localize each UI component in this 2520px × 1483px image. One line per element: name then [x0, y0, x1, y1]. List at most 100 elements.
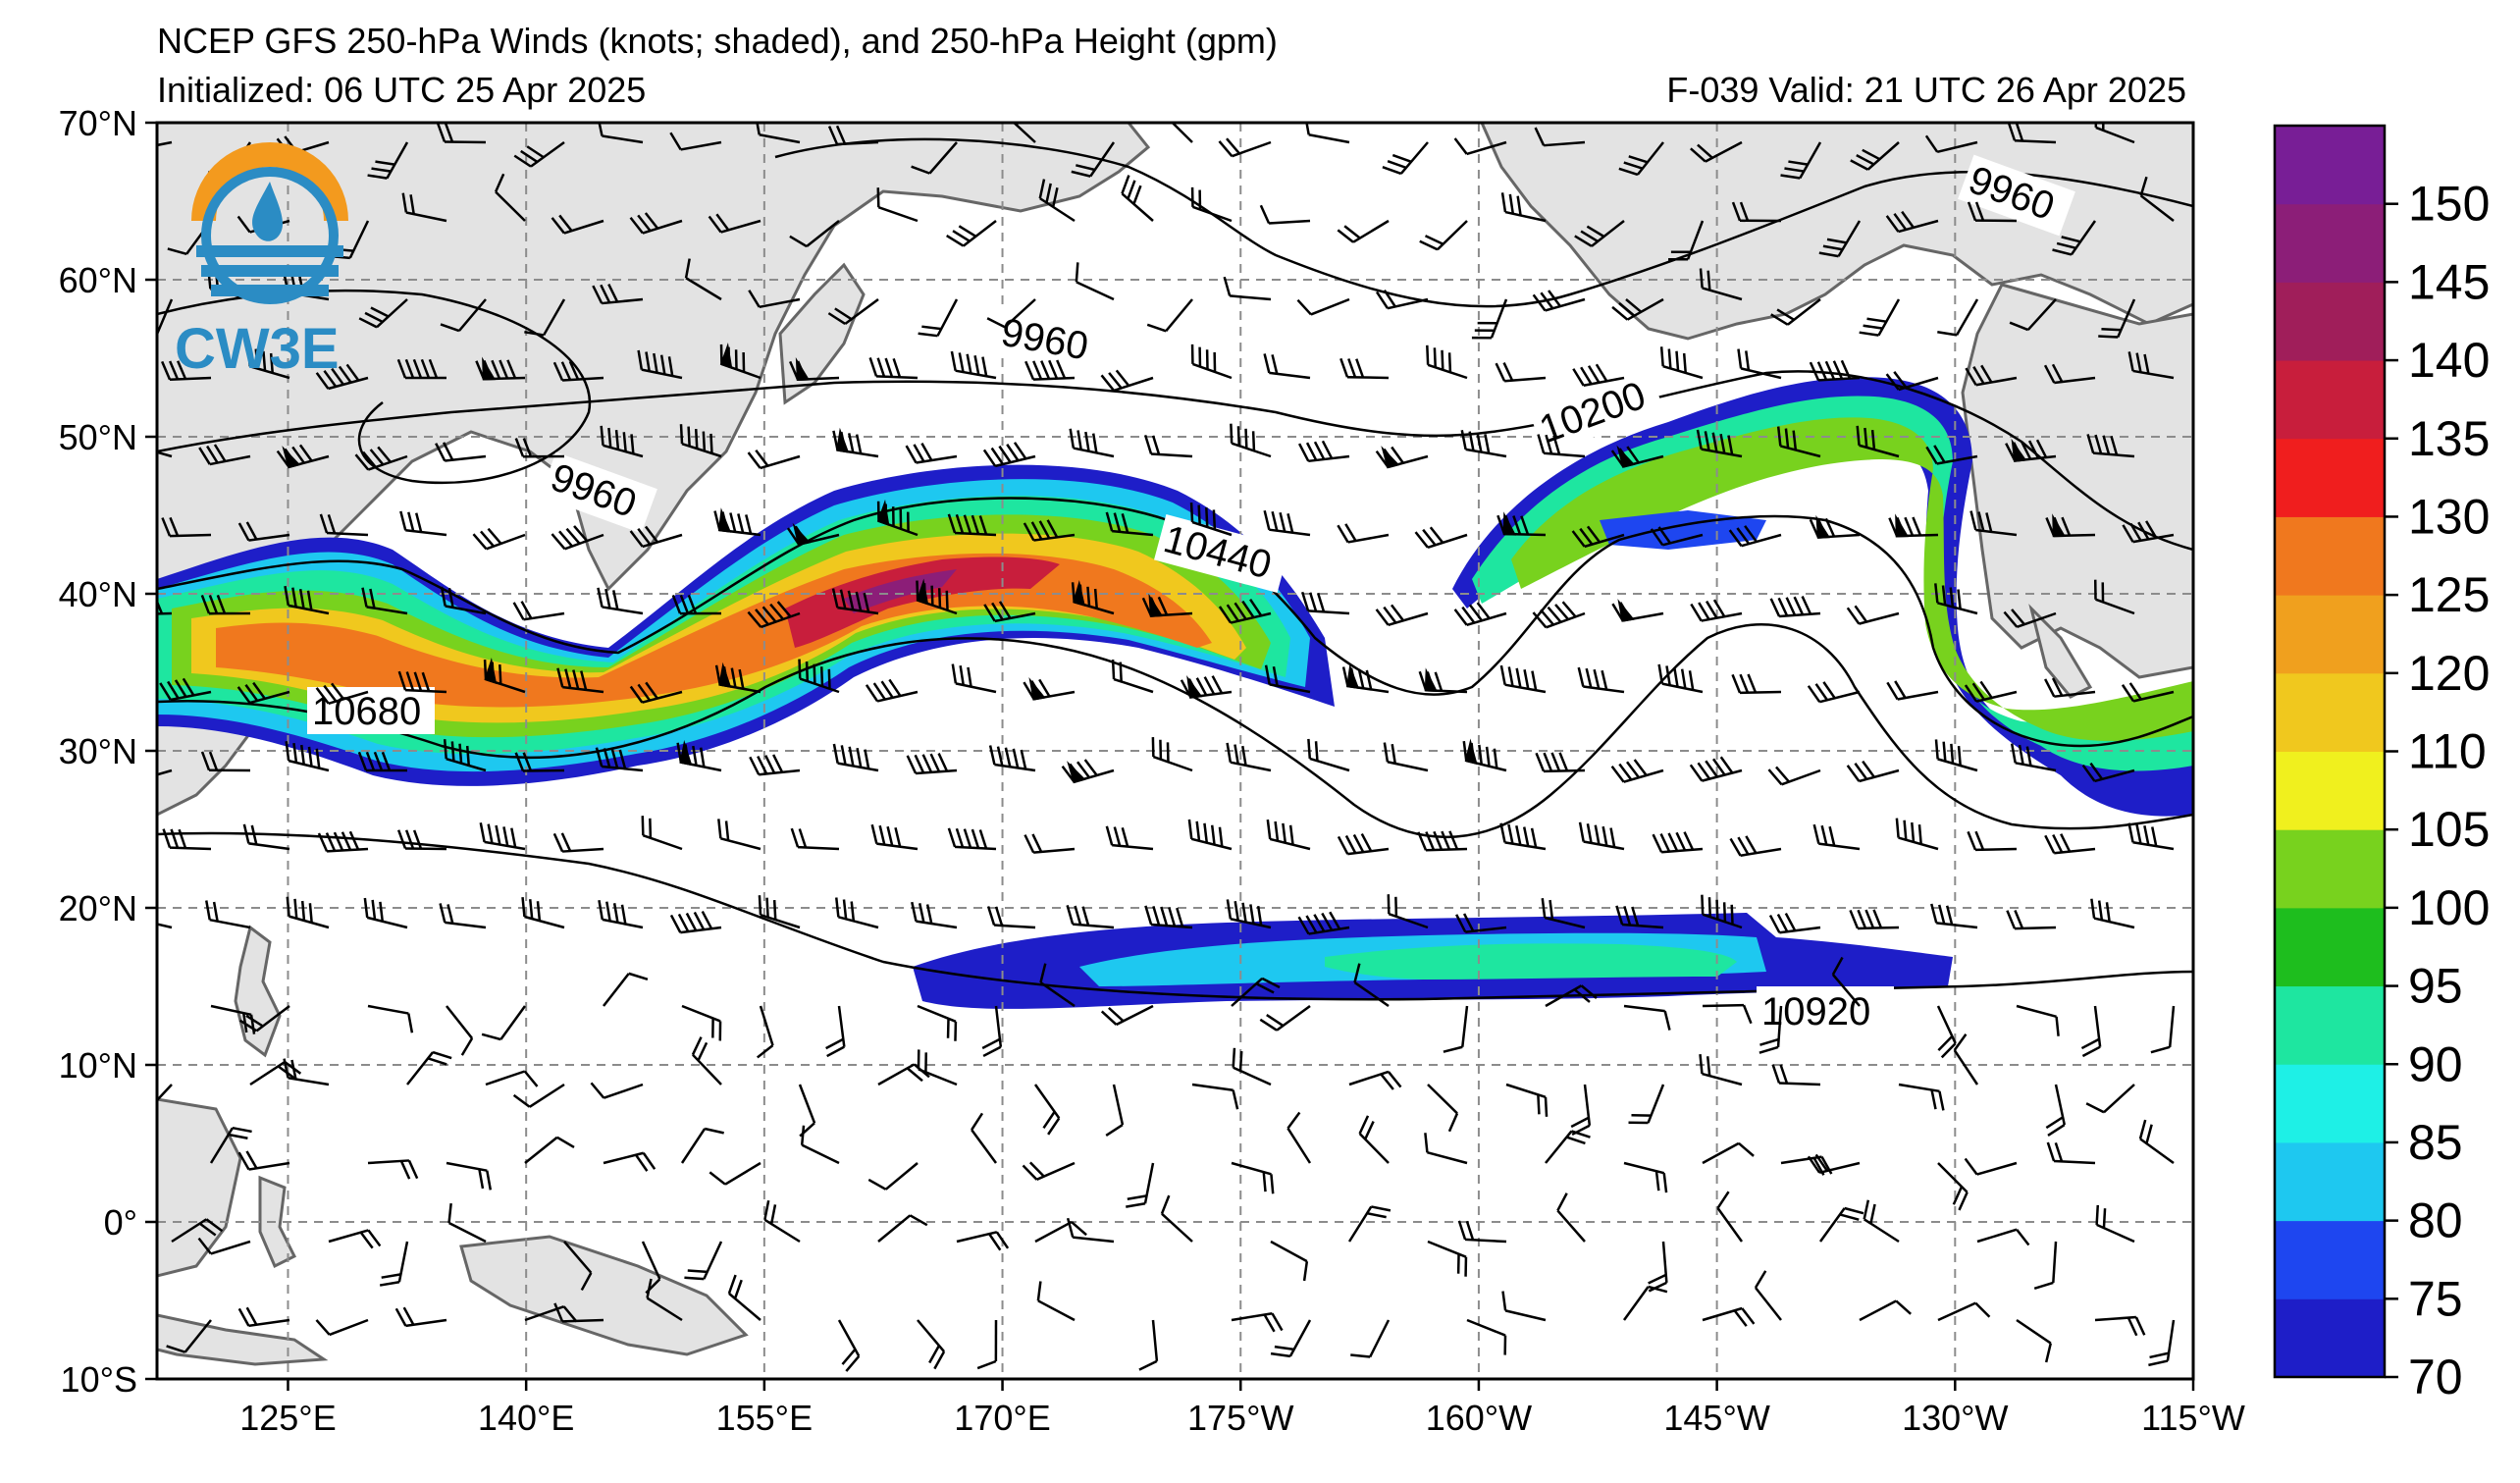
- tropical-jet-95: [1325, 943, 1737, 980]
- wind-barb: [1895, 818, 1939, 851]
- wind-barb: [1769, 596, 1821, 618]
- lat-labels: 70°N 60°N 50°N 40°N 30°N 20°N 10°N 0° 10°S: [59, 103, 137, 1400]
- colorbar-swatch: [2275, 360, 2385, 440]
- wind-barb: [358, 298, 408, 329]
- wind-barb: [357, 751, 408, 772]
- lat-label: 70°N: [59, 103, 137, 143]
- wind-barb: [1022, 1161, 1076, 1181]
- wind-barb: [2090, 898, 2135, 929]
- wind-barb: [1300, 591, 1350, 615]
- wind-barb: [494, 173, 526, 222]
- wind-barb: [671, 594, 722, 615]
- wind-barb: [1387, 894, 1429, 929]
- wind-barb: [1427, 1240, 1468, 1277]
- wind-barb: [367, 1004, 414, 1033]
- wind-barb: [714, 662, 761, 694]
- wind-barb: [315, 682, 369, 705]
- north-america-land: [1961, 283, 2193, 679]
- wind-barb: [1937, 1301, 1991, 1322]
- wind-barb: [592, 284, 644, 305]
- colorbar-label: 120: [2408, 646, 2490, 701]
- colorbar-label: 75: [2408, 1271, 2463, 1326]
- wind-barb: [747, 601, 801, 629]
- wind-barb: [2094, 123, 2135, 144]
- wind-barb: [1849, 909, 1900, 930]
- wind-barb: [1925, 445, 1978, 465]
- wind-barb: [1759, 1005, 1783, 1054]
- wind-barb: [1171, 123, 1193, 143]
- wind-barb: [197, 1237, 251, 1255]
- wind-barb: [1934, 739, 1978, 772]
- wind-barb: [789, 220, 840, 248]
- wind-barb: [1702, 1003, 1753, 1025]
- wind-barb: [2093, 579, 2135, 615]
- wind-barb: [1266, 819, 1311, 851]
- wind-barb: [2138, 1119, 2175, 1165]
- wind-barb: [157, 140, 173, 147]
- wind-barb: [590, 1082, 644, 1099]
- wind-barb: [159, 677, 212, 702]
- wind-barb: [367, 141, 409, 180]
- wind-barb: [1443, 1005, 1469, 1053]
- wind-barb: [1419, 220, 1468, 251]
- init-time: Initialized: 06 UTC 25 Apr 2025: [157, 70, 647, 110]
- wind-barb: [1024, 833, 1076, 854]
- wind-barb: [286, 896, 330, 929]
- wind-barb: [1964, 680, 2018, 703]
- chart-title: NCEP GFS 250-hPa Winds (knots; shaded), …: [157, 21, 1278, 61]
- wind-barb: [1226, 742, 1272, 772]
- wind-barb: [1500, 192, 1547, 223]
- colorbar-label: 95: [2408, 959, 2463, 1014]
- wind-barb: [1259, 1004, 1311, 1032]
- wind-barb: [763, 1199, 801, 1244]
- wind-barb: [865, 678, 919, 703]
- baja-land: [2028, 604, 2093, 699]
- cw3e-logo: CW3E: [175, 142, 348, 381]
- wind-barb: [603, 1151, 656, 1172]
- wind-barb: [479, 822, 526, 851]
- wind-barb: [1690, 599, 1743, 622]
- wind-barb: [2003, 609, 2057, 629]
- wind-barb: [786, 522, 840, 547]
- wind-barb: [315, 1318, 369, 1337]
- wind-barb: [276, 444, 330, 469]
- wind-barb: [1610, 445, 1664, 468]
- wind-barb: [676, 739, 722, 772]
- wind-barb: [1936, 1005, 1957, 1059]
- colorbar-swatch: [2275, 1220, 2385, 1299]
- wind-barb: [868, 357, 919, 380]
- wind-barb: [367, 1159, 419, 1180]
- wind-barb: [443, 739, 487, 772]
- lat-label: 0°: [104, 1202, 137, 1243]
- wind-barb: [1105, 511, 1154, 537]
- wind-barb: [825, 1005, 846, 1058]
- wind-barb: [475, 356, 526, 381]
- sulawesi-land: [258, 1175, 297, 1269]
- logo-text: CW3E: [175, 317, 340, 381]
- wind-barb: [2043, 363, 2096, 385]
- wind-barb: [1534, 127, 1586, 147]
- lon-label: 175°W: [1187, 1398, 1293, 1438]
- wind-barb: [1034, 1220, 1087, 1244]
- wind-barb: [1263, 353, 1311, 380]
- wind-barb: [1270, 1240, 1309, 1282]
- wind-barb: [512, 1083, 565, 1108]
- wind-barb: [1856, 425, 1900, 458]
- wind-barb: [1264, 664, 1311, 694]
- wind-barb: [1180, 674, 1233, 699]
- wind-barb: [669, 910, 722, 934]
- wind-barb: [1809, 514, 1861, 539]
- lon-label: 130°W: [1902, 1398, 2008, 1438]
- wind-barb: [1846, 605, 1900, 625]
- wind-barb: [521, 896, 565, 929]
- wind-barb: [1768, 912, 1821, 934]
- wind-barb: [1668, 220, 1705, 261]
- wind-barb: [1263, 509, 1311, 537]
- wind-barb: [748, 290, 801, 309]
- wind-barb: [1689, 756, 1743, 782]
- wind-barb: [691, 1036, 722, 1086]
- wind-barb: [2122, 520, 2175, 544]
- wind-barb: [447, 1202, 487, 1244]
- wind-barb: [2046, 1141, 2096, 1165]
- wind-barb: [166, 1319, 212, 1353]
